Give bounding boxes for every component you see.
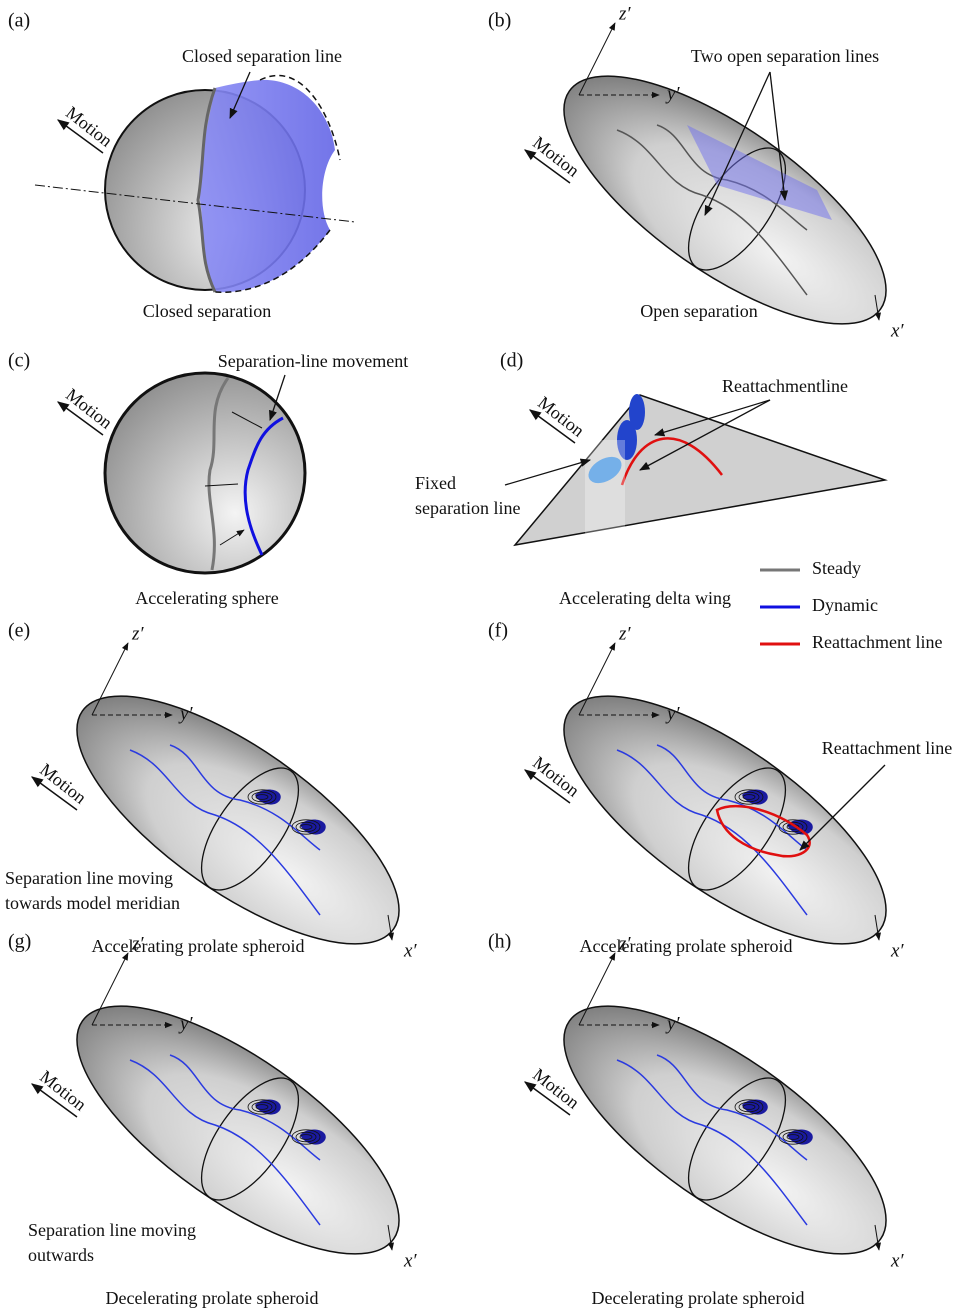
annotation: Closed separation line [182, 46, 342, 66]
caption: Accelerating delta wing [559, 588, 731, 608]
axis-label: y′ [665, 1013, 680, 1034]
annotation: Fixed [415, 473, 456, 493]
axis-label: x′ [890, 1250, 904, 1271]
axis-label: z′ [131, 623, 144, 644]
panel-label: (b) [488, 10, 511, 32]
annotation: Two open separation lines [691, 46, 879, 66]
axis-label: y′ [178, 703, 193, 724]
caption: Decelerating prolate spheroid [592, 1288, 805, 1308]
legend-label: Dynamic [812, 595, 878, 615]
axis-label: x′ [403, 940, 417, 961]
caption: Accelerating prolate spheroid [580, 936, 793, 956]
legend-label: Steady [812, 558, 861, 578]
annotation: Reattachment line [822, 738, 952, 758]
caption: Open separation [640, 301, 757, 321]
spheroid: x′ y′ z′ [41, 623, 435, 988]
spheroid-body [528, 962, 922, 1298]
axis-label: y′ [665, 703, 680, 724]
annotation: Separation line moving [5, 868, 173, 888]
annotation: outwards [28, 1245, 94, 1265]
panel-label: (c) [8, 350, 30, 372]
panel-label: (d) [500, 350, 523, 372]
axis-label: y′ [178, 1013, 193, 1034]
spheroid: x′y′z′ [41, 933, 435, 1298]
caption: Decelerating prolate spheroid [106, 1288, 319, 1308]
spheroid-body [41, 962, 435, 1298]
annotation: separation line [415, 498, 520, 518]
axis-label: x′ [890, 940, 904, 961]
axis-label: x′ [890, 320, 904, 341]
axis-label: y′ [665, 83, 680, 104]
legend-label: Reattachment line [812, 632, 942, 652]
spheroid: x′ y′ z′ [528, 623, 922, 988]
figure: x′y′z′x′y′z′x′y′z′x′y′z′x′y′z′(a)Closed … [0, 0, 973, 1312]
annotation: towards model meridian [5, 893, 180, 913]
panel-label: (g) [8, 931, 31, 953]
axis-label: z′ [618, 3, 631, 24]
caption: Accelerating prolate spheroid [92, 936, 305, 956]
axis-label: x′ [403, 1250, 417, 1271]
annotation: Reattachmentline [722, 376, 848, 396]
caption: Closed separation [143, 301, 271, 321]
annotation: Separation-line movement [218, 351, 408, 371]
caption: Accelerating sphere [135, 588, 278, 608]
annotation: Separation line moving [28, 1220, 196, 1240]
panel-label: (f) [488, 620, 508, 642]
axis-label: z′ [618, 623, 631, 644]
panel-label: (h) [488, 931, 511, 953]
panel-label: (e) [8, 620, 30, 642]
spheroid: x′y′z′ [528, 933, 922, 1298]
panel-label: (a) [8, 10, 30, 32]
